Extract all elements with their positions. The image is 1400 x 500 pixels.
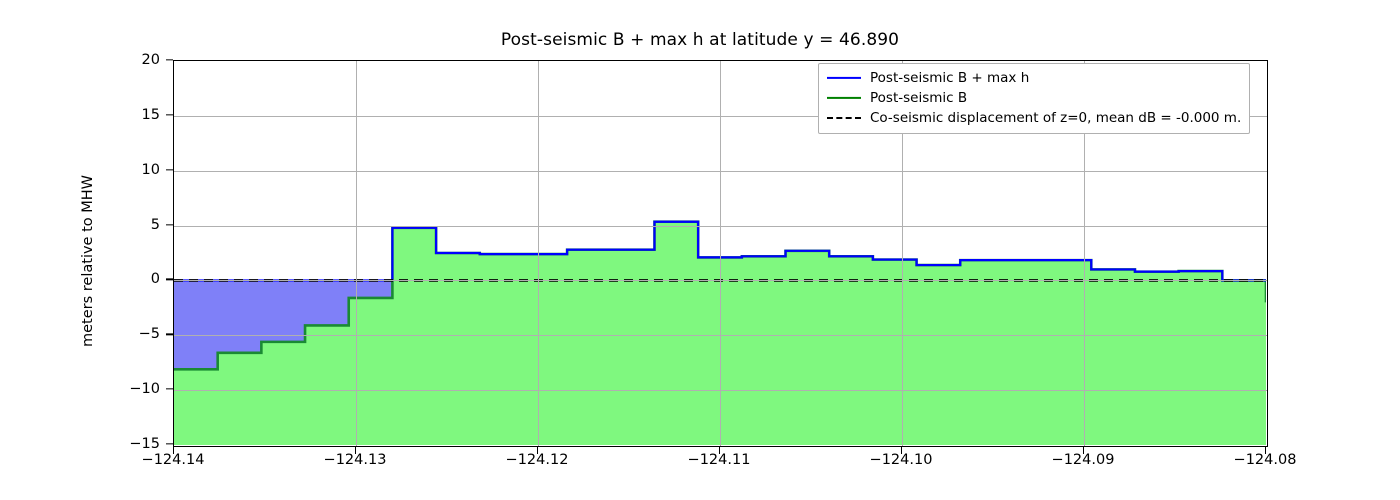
chart-title: Post-seismic B + max h at latitude y = 4… xyxy=(500,30,900,50)
x-tick-mark xyxy=(537,447,539,454)
legend-label: Post-seismic B xyxy=(870,90,968,106)
legend: Post-seismic B + max h Post-seismic B Co… xyxy=(818,63,1251,134)
y-tick-label: −10 xyxy=(129,381,160,398)
gridline-vertical xyxy=(538,61,539,446)
legend-label: Co-seismic displacement of z=0, mean dB … xyxy=(870,110,1242,126)
y-tick-label: 0 xyxy=(150,271,160,288)
y-tick-label: 15 xyxy=(141,106,160,123)
legend-label: Post-seismic B + max h xyxy=(870,70,1030,86)
y-tick-mark xyxy=(166,169,173,171)
legend-line-swatch-green xyxy=(827,91,861,105)
y-tick-label: 10 xyxy=(141,161,160,178)
y-tick-mark xyxy=(166,114,173,116)
y-tick-label: −15 xyxy=(129,436,160,452)
gridline-vertical xyxy=(356,61,357,446)
y-tick-label: 20 xyxy=(141,52,160,68)
x-tick-label: −124.12 xyxy=(505,452,569,468)
legend-entry-post-seismic-b[interactable]: Post-seismic B xyxy=(827,88,1241,108)
x-tick-mark xyxy=(901,447,903,454)
x-tick-label: −124.14 xyxy=(141,452,205,468)
plot-inner xyxy=(174,61,1267,446)
legend-entry-post-seismic-b-max-h[interactable]: Post-seismic B + max h xyxy=(827,68,1241,88)
y-tick-mark xyxy=(166,278,173,281)
x-tick-mark xyxy=(1083,447,1085,454)
x-tick-mark xyxy=(355,447,357,454)
y-tick-label: −5 xyxy=(138,326,160,343)
x-tick-label: −124.10 xyxy=(869,452,933,468)
legend-entry-co-seismic-displacement[interactable]: Co-seismic displacement of z=0, mean dB … xyxy=(827,108,1241,128)
x-tick-label: −124.09 xyxy=(1051,452,1115,468)
gridline-vertical xyxy=(720,61,721,446)
y-tick-mark xyxy=(166,333,173,335)
legend-dashed-swatch-black xyxy=(827,111,861,125)
x-tick-mark xyxy=(719,447,721,454)
x-tick-label: −124.08 xyxy=(1233,452,1297,468)
x-tick-label: −124.11 xyxy=(687,452,751,468)
y-tick-mark xyxy=(166,388,173,390)
x-tick-label: −124.13 xyxy=(323,452,387,468)
legend-line-swatch-blue xyxy=(827,71,861,85)
y-axis-label: meters relative to MHW xyxy=(80,175,96,347)
y-tick-mark xyxy=(166,59,173,61)
gridline-vertical xyxy=(902,61,903,446)
y-tick-label: 5 xyxy=(150,216,160,233)
x-tick-mark xyxy=(1265,447,1267,454)
series-line-post-seismic-b-max-h xyxy=(174,220,1266,282)
y-tick-mark xyxy=(166,443,173,445)
x-tick-mark xyxy=(173,447,175,454)
gridline-vertical xyxy=(1084,61,1085,446)
y-tick-mark xyxy=(166,223,173,226)
